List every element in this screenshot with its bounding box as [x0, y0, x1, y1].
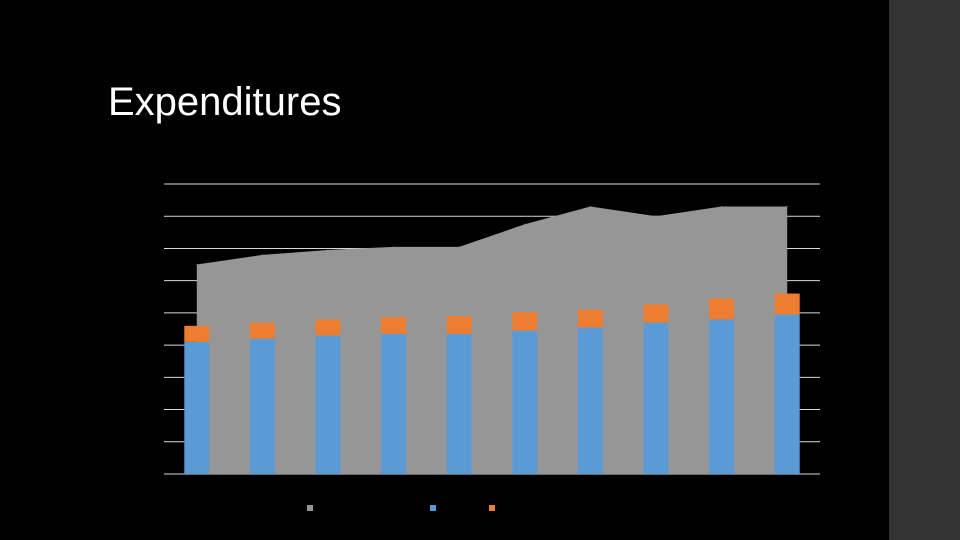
slide-title: Expenditures	[108, 80, 342, 124]
area-point	[196, 264, 198, 266]
bar-blue	[512, 330, 538, 474]
legend-marker	[430, 505, 436, 511]
bar-orange	[315, 319, 341, 336]
area-point	[786, 206, 788, 208]
bar-blue	[381, 333, 407, 474]
area-series	[196, 206, 788, 475]
side-strip	[889, 0, 960, 540]
bar-blue	[446, 333, 472, 474]
bar-orange	[709, 298, 735, 320]
bar-blue	[577, 327, 603, 474]
area-point	[589, 206, 591, 208]
bar-orange	[643, 304, 669, 323]
bar-blue	[249, 338, 275, 474]
area-point	[458, 246, 460, 248]
bar-blue	[709, 319, 735, 474]
area-point	[524, 223, 526, 225]
legend-marker	[489, 505, 495, 511]
bar-orange	[577, 309, 603, 328]
bar-blue	[643, 322, 669, 474]
bar-orange	[184, 325, 210, 342]
legend-marker	[307, 505, 313, 511]
bar-series	[184, 293, 800, 474]
bar-blue	[315, 335, 341, 474]
bar-orange	[774, 293, 800, 315]
area-point	[655, 215, 657, 217]
bar-orange	[249, 322, 275, 339]
bar-blue	[184, 341, 210, 474]
area-point	[261, 254, 263, 256]
area-point	[393, 246, 395, 248]
area-point	[327, 249, 329, 251]
bar-orange	[381, 317, 407, 334]
bar-orange	[446, 316, 472, 334]
bar-blue	[774, 314, 800, 474]
bar-orange	[512, 311, 538, 331]
area-point	[721, 206, 723, 208]
legend	[307, 505, 495, 511]
area-series-fill	[196, 206, 788, 475]
